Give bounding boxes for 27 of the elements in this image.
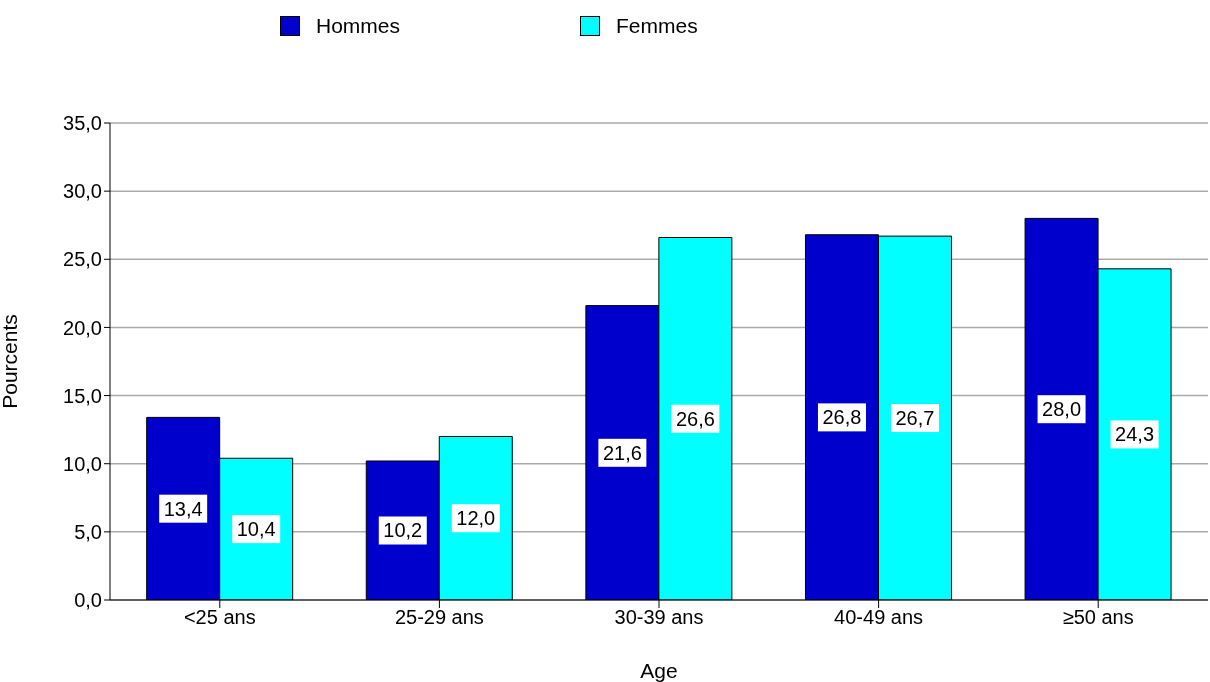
data-label: 24,3: [1115, 423, 1155, 446]
x-tick-label: ≥50 ans: [1062, 606, 1134, 629]
data-label: 13,4: [163, 497, 203, 520]
y-tick-label: 25,0: [63, 248, 102, 271]
x-axis-title: Age: [640, 659, 678, 682]
data-label: 26,8: [822, 406, 862, 429]
y-tick-label: 10,0: [63, 452, 102, 475]
data-label: 26,6: [675, 407, 715, 430]
legend-label: Femmes: [616, 14, 698, 38]
y-tick-label: 20,0: [63, 316, 102, 339]
data-label: 10,2: [383, 519, 423, 542]
y-tick-label: 30,0: [63, 180, 102, 203]
data-label: 12,0: [456, 507, 496, 530]
x-tick-label: 25-29 ans: [394, 606, 484, 629]
data-label: 10,4: [236, 518, 276, 541]
data-label: 26,7: [895, 407, 935, 430]
data-label: 21,6: [602, 441, 642, 464]
y-tick-label: 15,0: [63, 384, 102, 407]
y-axis-title: Pourcents: [0, 314, 22, 409]
y-tick-label: 0,0: [74, 589, 102, 612]
y-tick-label: 35,0: [63, 112, 102, 135]
data-label: 28,0: [1042, 398, 1082, 421]
x-tick-label: 30-39 ans: [614, 606, 704, 629]
x-tick-label: 40-49 ans: [834, 606, 924, 629]
legend-label: Hommes: [316, 14, 401, 38]
x-tick-label: <25 ans: [183, 606, 256, 629]
y-tick-label: 5,0: [74, 520, 102, 543]
